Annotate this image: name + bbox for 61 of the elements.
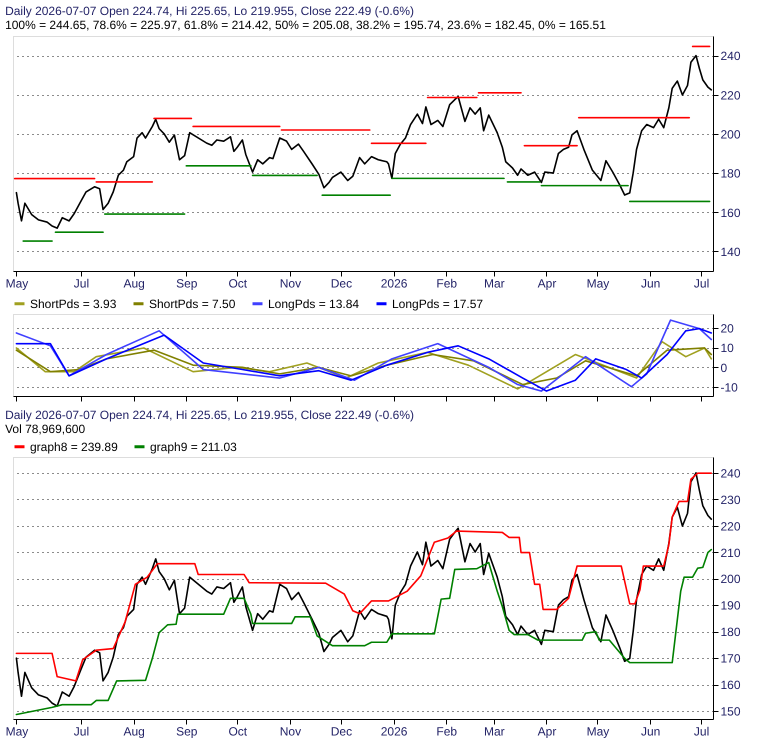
x-tick-label: Dec: [330, 276, 352, 290]
x-tick-label: Dec: [330, 724, 352, 738]
y-tick-label: 150: [720, 704, 741, 719]
x-tick-label: Oct: [228, 724, 248, 738]
y-tick-label: 10: [720, 341, 734, 356]
y-tick-label: 240: [720, 49, 741, 64]
y-tick-label: 220: [720, 519, 741, 534]
line-series: [16, 548, 712, 716]
y-tick-label: 240: [720, 466, 741, 480]
x-tick-label: Jun: [640, 724, 660, 738]
x-tick-label: Jun: [640, 276, 660, 290]
x-tick-label: Jul: [74, 276, 90, 290]
y-tick-label: 160: [720, 678, 741, 692]
y-tick-label: 220: [720, 88, 741, 102]
x-tick-label: Mar: [484, 276, 505, 290]
legend-label: ShortPds = 3.93: [30, 296, 117, 311]
x-tick-label: May: [6, 724, 28, 738]
x-tick-label: 2026: [380, 276, 408, 290]
y-tick-label: 20: [720, 321, 734, 336]
x-tick-label: Nov: [280, 276, 302, 290]
x-tick-label: Nov: [280, 724, 302, 738]
x-tick-label: May: [586, 724, 610, 738]
legend-label: graph9 = 211.03: [150, 440, 238, 454]
line-series: [16, 340, 712, 390]
x-tick-label: 2026: [380, 724, 408, 738]
line-series: [16, 347, 712, 386]
x-tick-label: Jul: [694, 276, 710, 290]
y-tick-label: 210: [720, 546, 741, 560]
x-tick-label: Aug: [123, 724, 145, 738]
chart-subtitle: Vol 78,969,600: [5, 422, 86, 436]
chart-subtitle: 100% = 244.65, 78.6% = 225.97, 61.8% = 214.42, 50% = 205.08, 38.2% = 195.74, 23.6% = 182.45, 0% = 165.51: [5, 18, 606, 32]
y-tick-label: 190: [720, 598, 741, 613]
legend-label: ShortPds = 7.50: [149, 296, 236, 311]
x-tick-label: Apr: [538, 276, 556, 290]
legend-label: LongPds = 17.57: [392, 296, 484, 311]
x-tick-label: Sep: [176, 724, 198, 738]
legend-label: graph8 = 239.89: [30, 440, 118, 454]
chart-title: Daily 2026-07-07 Open 224.74, Hi 225.65, Lo 219.955, Close 222.49 (-0.6%): [5, 408, 414, 422]
y-tick-label: 160: [720, 206, 741, 220]
y-tick-label: 180: [720, 166, 741, 181]
legend-label: LongPds = 13.84: [268, 296, 360, 311]
x-tick-label: Sep: [176, 276, 198, 290]
x-tick-label: Jul: [74, 724, 90, 738]
x-tick-label: May: [586, 276, 610, 290]
y-tick-label: 180: [720, 625, 741, 640]
y-tick-label: -10: [720, 380, 738, 395]
y-tick-label: 200: [720, 572, 741, 586]
x-tick-label: Mar: [484, 724, 505, 738]
x-tick-label: May: [6, 276, 28, 290]
x-tick-label: Aug: [123, 276, 145, 290]
y-tick-label: 200: [720, 127, 741, 142]
chart-title: Daily 2026-07-07 Open 224.74, Hi 225.65, Lo 219.955, Close 222.49 (-0.6%): [5, 4, 414, 18]
y-tick-label: 230: [720, 492, 741, 507]
x-tick-label: Oct: [228, 276, 248, 290]
y-tick-label: 0: [720, 360, 728, 375]
x-tick-label: Feb: [436, 276, 458, 290]
y-tick-label: 140: [720, 244, 741, 259]
x-tick-label: Apr: [538, 724, 556, 738]
x-tick-label: Jul: [694, 724, 710, 738]
x-tick-label: Feb: [436, 724, 458, 738]
y-tick-label: 170: [720, 652, 741, 666]
